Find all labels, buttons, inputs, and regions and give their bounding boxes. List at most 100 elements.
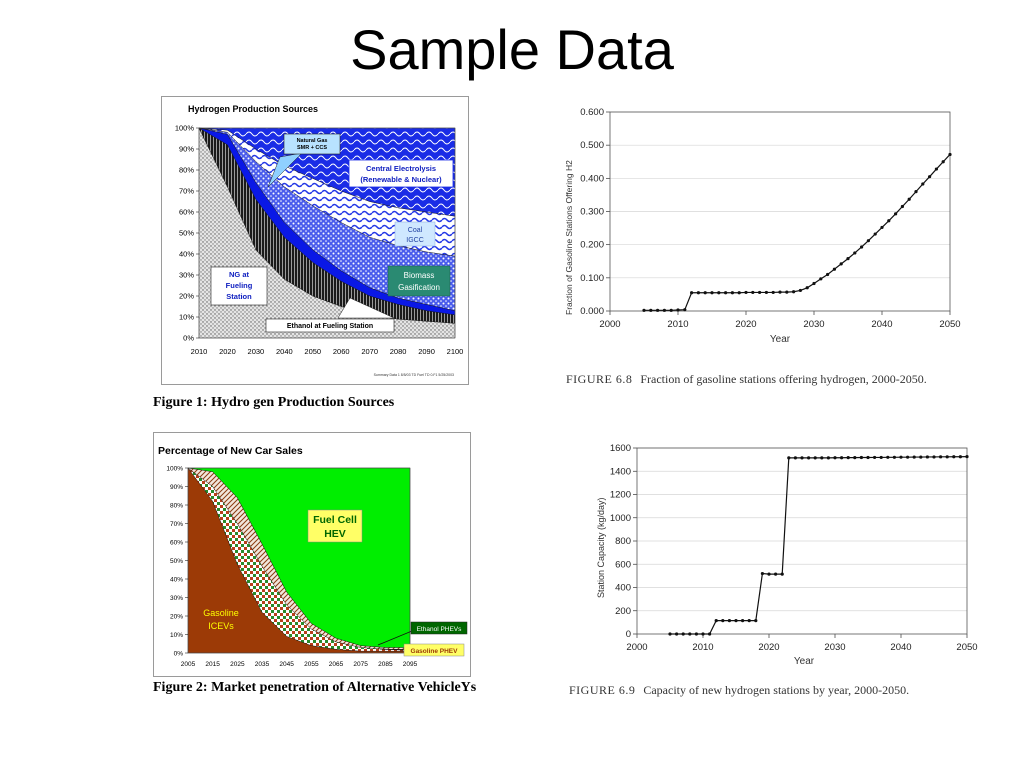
y-tick-label: 60% [170,540,183,547]
data-point [662,308,666,312]
y-tick-label: 30% [179,271,194,280]
x-tick-label: 2010 [667,319,688,330]
x-axis-label: Year [794,656,815,667]
data-point [751,290,755,295]
data-point [879,455,883,460]
data-point [771,290,775,295]
data-point [945,455,949,459]
data-point [846,256,850,261]
data-point [826,456,830,460]
data-point [642,308,646,312]
data-point [701,632,705,636]
source-note: Summary Data 1 8/5/03 TD Fuel TD 0.F1 5/… [374,373,454,377]
annotation-text: Gasification [398,283,440,292]
x-tick-label: 2050 [304,347,321,356]
y-tick-label: 0.200 [580,240,604,251]
data-point [747,619,751,623]
data-point [721,619,725,623]
figure-3-label: FIGURE 6.8 [566,372,633,386]
data-point [928,175,932,179]
data-point [676,308,680,312]
y-tick-label: 20% [170,614,183,621]
station-capacity-chart: 0 200 400 600 800 1000 1200 1400 1600 2000 2010 202… [596,443,978,667]
series-line [668,455,969,636]
x-tick-label: 2040 [276,347,293,356]
series-line [642,152,952,312]
y-tick-label: 90% [170,484,183,491]
data-point [758,290,762,295]
data-point [787,456,791,460]
x-tick-label: 2020 [758,642,779,653]
data-point [668,632,672,636]
data-point [839,262,843,266]
data-point [805,286,809,290]
x-tick-label: 2050 [956,642,977,653]
x-tick-label: 2100 [447,347,464,356]
data-point [792,290,796,294]
callout-pointer [267,152,303,188]
figure-4-caption-text: Capacity of new hydrogen stations by yea… [643,683,910,697]
data-point [914,190,918,194]
y-tick-label: 0% [183,334,194,343]
annotation-text: Station [226,292,252,301]
data-point [819,277,823,281]
y-tick-label: 0.600 [580,107,604,118]
data-point [741,619,745,623]
figure-2-caption: Figure 2: Market penetration of Alternat… [153,680,477,695]
data-point [892,455,896,459]
figure-1-caption: Figure 1: Hydro gen Production Sources [153,395,395,410]
data-point [688,632,692,636]
x-tick-label: 2000 [626,642,647,653]
data-point [793,456,797,460]
data-point [833,456,837,460]
data-point [767,572,771,576]
data-point [921,182,925,186]
x-tick-label: 2090 [418,347,435,356]
x-tick-label: 2045 [279,661,294,668]
series-line-path [644,154,951,311]
x-tick-label: 2030 [248,347,265,356]
data-point [703,291,707,295]
x-tick-label: 2000 [599,319,620,330]
y-tick-label: 80% [170,503,183,510]
y-tick-label: 1600 [610,443,631,454]
y-axis-label: Fraction of Gasoline Stations Offering H… [564,160,574,315]
data-point [873,232,877,236]
data-point [853,251,857,255]
y-tick-label: 200 [615,606,631,617]
annotation-text: Natural Gas [297,138,328,144]
y-tick-label: 80% [179,166,194,175]
data-point [730,291,734,295]
x-tick-label: 2065 [329,661,344,668]
ethanol-label: Ethanol at Fueling Station [287,323,373,330]
chart-title: Percentage of New Car Sales [158,445,303,457]
data-point [907,197,911,201]
data-point [941,160,945,164]
x-tick-label: 2030 [824,642,845,653]
x-tick-label: 2080 [390,347,407,356]
figure-4-label: FIGURE 6.9 [569,683,636,697]
y-tick-label: 50% [170,558,183,565]
y-tick-label: 800 [615,536,631,547]
data-point [832,267,836,271]
y-tick-label: 100% [166,466,183,473]
data-point [939,455,943,459]
data-point [656,308,660,312]
data-point [887,219,891,223]
plot-border [609,111,951,312]
x-tick-label: 2070 [361,347,378,356]
annotation-text: Biomass [404,271,435,280]
annotation-text: IGCC [406,237,424,244]
y-tick-label: 0% [174,651,184,658]
data-point [798,288,802,293]
data-point [948,152,952,157]
fuel-cell-label-box [307,509,363,543]
annotation-text: Fuel Cell [313,514,357,526]
data-point [710,291,714,295]
data-point [813,456,817,460]
series-line-path [670,456,968,635]
y-tick-label: 1200 [610,490,631,501]
data-point [820,456,824,460]
new-car-sales-chart: Percentage of New Car Sales 0% 10% 20% 30% 4… [158,445,468,668]
data-point [683,308,687,312]
